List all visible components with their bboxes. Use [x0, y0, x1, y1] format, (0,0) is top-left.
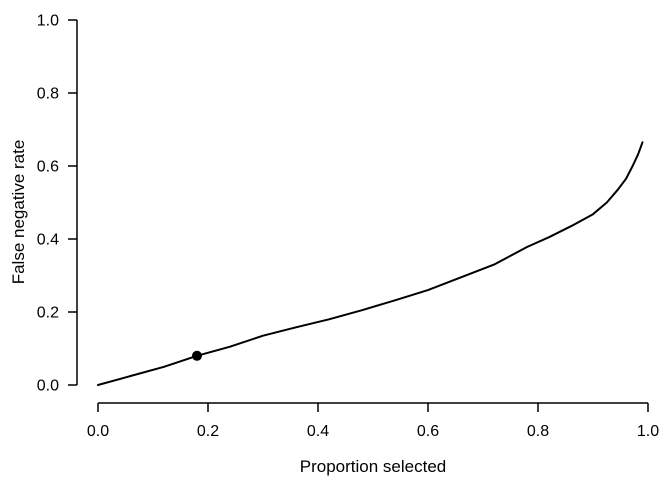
y-tick-label: 0.0 [37, 378, 59, 395]
marked-point [192, 350, 202, 361]
x-tick-label: 0.2 [197, 423, 219, 440]
y-tick-label: 0.8 [37, 86, 59, 103]
y-tick-label: 0.6 [37, 159, 59, 176]
data-point-marker [192, 350, 202, 361]
x-tick-label: 0.8 [527, 423, 549, 440]
tick-labels: 0.0 0.2 0.4 0.6 0.8 1.0 0.0 0.2 0.4 0.6 0.8 1.0 [37, 13, 659, 441]
axes [68, 19, 649, 412]
x-tick-label: 0.4 [307, 423, 329, 440]
false-negative-rate-curve [97, 141, 644, 386]
y-tick-label: 1.0 [37, 13, 59, 30]
y-tick-label: 0.2 [37, 305, 59, 322]
x-tick-label: 0.6 [417, 423, 439, 440]
y-tick-label: 0.4 [37, 232, 59, 249]
x-tick-label: 1.0 [637, 423, 659, 440]
y-axis-title: False negative rate [9, 140, 28, 285]
x-tick-label: 0.0 [87, 423, 109, 440]
x-axis-title: Proportion selected [300, 457, 446, 476]
curve-series [97, 141, 644, 386]
